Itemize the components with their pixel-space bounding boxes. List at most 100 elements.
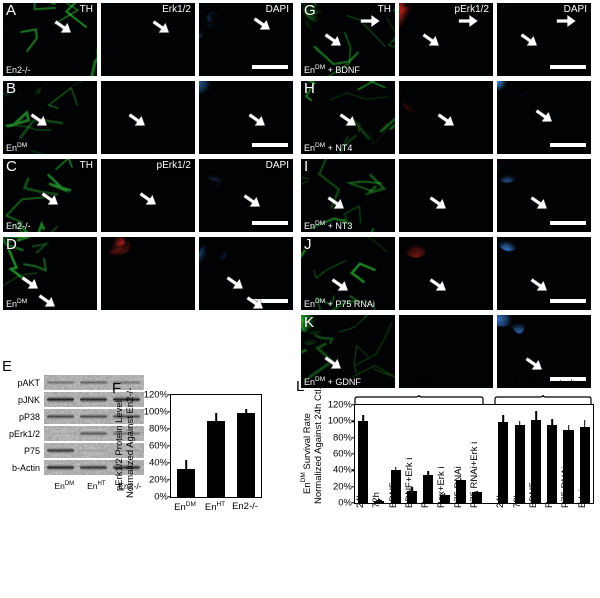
panel-letter-G: G	[304, 2, 316, 19]
micrograph-I-dapi	[496, 158, 592, 233]
bars-container	[171, 395, 261, 497]
micrograph-G-th: G EnDM + BDNF TH	[300, 2, 396, 77]
error-bar-cap	[409, 498, 415, 500]
bar-slot	[201, 395, 231, 497]
error-bar-cap	[441, 499, 448, 502]
error-bar	[362, 414, 364, 422]
blot-row: pAKT	[2, 375, 144, 390]
micrograph-D-dapi	[198, 236, 294, 311]
micrograph-G-dapi: DAPI	[496, 2, 592, 77]
blot-label: pP38	[18, 411, 40, 422]
micrograph-row-C: C En2-/- TH pErk1/2 DAPI	[2, 158, 294, 233]
channel-label-TH: TH	[79, 160, 93, 171]
error-bar	[394, 467, 397, 470]
bar-slot	[355, 405, 371, 503]
blot-label: P75	[23, 445, 40, 456]
blot-label: pAKT	[17, 377, 40, 388]
micrograph-row-I: I EnDM + NT3	[300, 158, 592, 233]
micrograph-I-th: I EnDM + NT3	[300, 158, 396, 233]
y-tick-mark	[352, 436, 355, 439]
micrograph-row-H: H EnDM + NT4	[300, 80, 592, 155]
bar-slot	[560, 405, 576, 503]
error-bar-cap	[500, 493, 507, 496]
channel-label-TH: TH	[377, 4, 391, 15]
group-label: EnDM	[408, 378, 430, 391]
bar-slot	[495, 405, 511, 503]
y-tick-label: 60%	[332, 448, 352, 460]
y-tick-label: 40%	[332, 464, 352, 476]
bar-slot	[528, 405, 544, 503]
y-tick-label: 60%	[148, 440, 168, 452]
bar-slot	[420, 405, 436, 503]
error-bar	[476, 490, 478, 493]
error-bar-cap	[360, 494, 366, 497]
error-bar-cap	[240, 491, 252, 494]
blot-label: b-Actin	[11, 462, 40, 473]
group-brace	[494, 391, 592, 404]
error-bar	[215, 412, 217, 422]
condition-label: EnDM + P75 RNAi	[304, 298, 375, 309]
condition-label: EnDM	[6, 298, 28, 309]
blot-strip	[44, 375, 144, 390]
bar-slot	[577, 405, 593, 503]
bar	[498, 414, 509, 503]
y-tick-label: 80%	[148, 423, 168, 435]
y-tick-mark	[168, 496, 171, 498]
x-tick-label: P75 RNAi	[560, 466, 571, 508]
micrograph-J-perk	[398, 236, 494, 311]
y-tick-mark	[168, 428, 171, 430]
error-bar	[551, 418, 554, 425]
channel-label-pErk12: pErk1/2	[156, 160, 191, 171]
blot-row: pErk1/2	[2, 426, 144, 441]
bar	[439, 493, 450, 503]
panel-letter-A: A	[6, 2, 17, 19]
condition-label: EnDM + GDNF	[304, 376, 361, 387]
scale-bar	[550, 299, 586, 303]
y-tick-label: 100%	[143, 406, 168, 418]
error-bar-cap	[474, 499, 480, 502]
micrograph-H-th: H EnDM + NT4	[300, 80, 396, 155]
bars-container	[355, 405, 593, 503]
y-tick-label: 100%	[327, 415, 352, 427]
micrograph-C-perk: pErk1/2	[100, 158, 196, 233]
bar	[374, 498, 385, 503]
bar	[236, 409, 256, 497]
blot-strip	[44, 392, 144, 407]
bar-slot	[544, 405, 560, 503]
y-tick-mark	[352, 502, 355, 504]
bar-slot	[171, 395, 201, 497]
micrograph-C-th: C En2-/- TH	[2, 158, 98, 233]
blot-strip	[44, 426, 144, 441]
channel-label-Erk12: Erk1/2	[162, 4, 191, 15]
micrograph-B-perk	[100, 80, 196, 155]
panel-letter-E: E	[2, 358, 13, 375]
error-bar-cap	[425, 497, 432, 499]
condition-label: EnDM	[6, 142, 28, 153]
y-tick-label: 0%	[154, 491, 168, 503]
blot-strip	[44, 460, 144, 475]
micrograph-H-dapi	[496, 80, 592, 155]
micrograph-row-A: A En2-/- TH Erk1/2 DAPI	[2, 2, 294, 77]
bar	[579, 420, 590, 503]
error-bar	[427, 471, 430, 476]
micrograph-A-perk: Erk1/2	[100, 2, 196, 77]
micrograph-D-perk	[100, 236, 196, 311]
bar-slot	[388, 405, 404, 503]
bar	[358, 414, 369, 503]
panel-letter-L: L	[296, 378, 305, 395]
blot-label: pErk1/2	[8, 428, 40, 439]
bar	[514, 421, 525, 503]
x-tick-label: 24h	[495, 492, 506, 508]
panel-letter-I: I	[304, 158, 309, 175]
blot-row: b-Actin	[2, 460, 144, 475]
x-tick-label: BDNF	[388, 482, 399, 508]
error-bar	[535, 410, 537, 420]
blot-row: pP38	[2, 409, 144, 424]
scale-bar	[252, 221, 288, 225]
blot-lane-labels: EnDM EnHT En2-/-	[48, 480, 148, 491]
error-bar	[567, 424, 570, 431]
bar	[455, 477, 466, 503]
panel-letter-B: B	[6, 80, 17, 97]
y-tick-label: 20%	[148, 474, 168, 486]
